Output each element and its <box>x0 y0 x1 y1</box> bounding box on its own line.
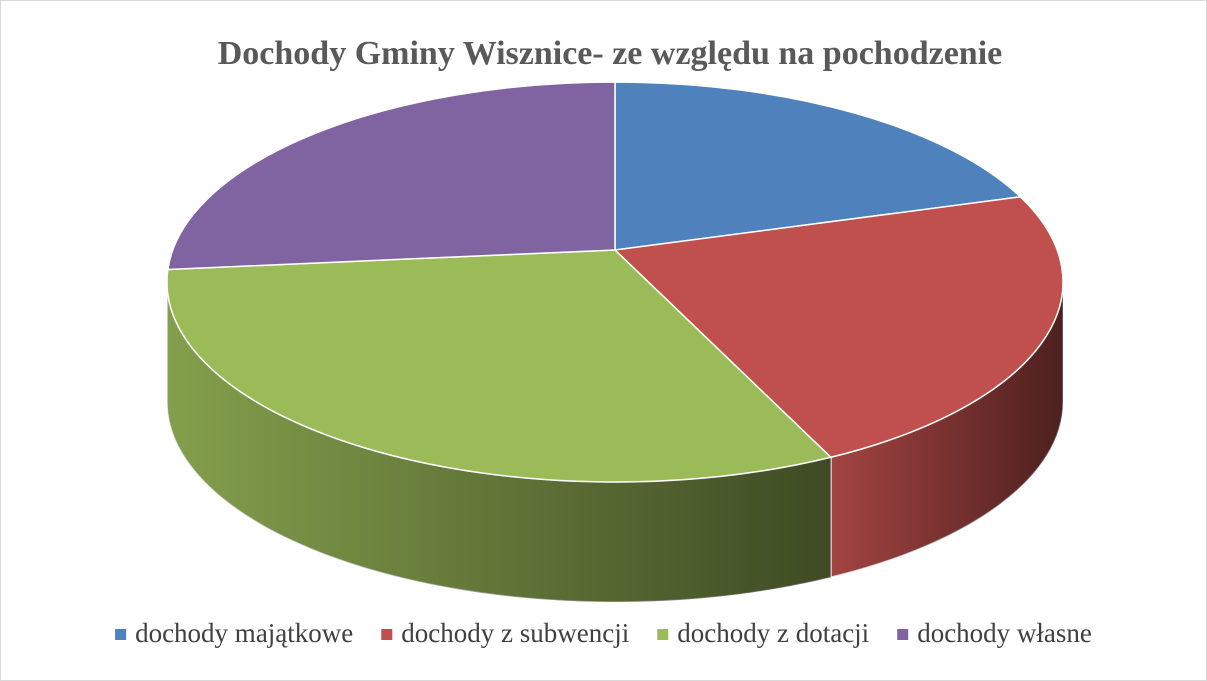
legend-label: dochody z subwencji <box>401 618 629 648</box>
pie-slice <box>614 81 1023 251</box>
legend-label: dochody z dotacji <box>677 618 869 648</box>
legend-item: dochody majątkowe <box>115 618 353 648</box>
legend-swatch <box>381 629 393 640</box>
legend-item: dochody własne <box>897 618 1092 648</box>
legend-item: dochody z subwencji <box>381 618 629 648</box>
legend-swatch <box>115 629 127 640</box>
legend-swatch <box>897 629 909 640</box>
pie-slice <box>613 196 1064 459</box>
legend-label: dochody własne <box>917 618 1092 648</box>
pie-side-shade <box>830 282 1063 578</box>
pie-side-shade <box>167 282 831 603</box>
chart-title: Dochody Gminy Wisznice- ze względu na po… <box>218 35 1003 72</box>
pie-tops <box>166 81 1064 483</box>
pie-slice <box>167 81 616 271</box>
legend: dochody majątkowe dochody z subwencji doch… <box>115 618 1092 648</box>
legend-label: dochody majątkowe <box>135 618 353 648</box>
legend-item: dochody z dotacji <box>657 618 869 648</box>
pie-slice <box>166 249 833 483</box>
legend-swatch <box>657 629 669 640</box>
